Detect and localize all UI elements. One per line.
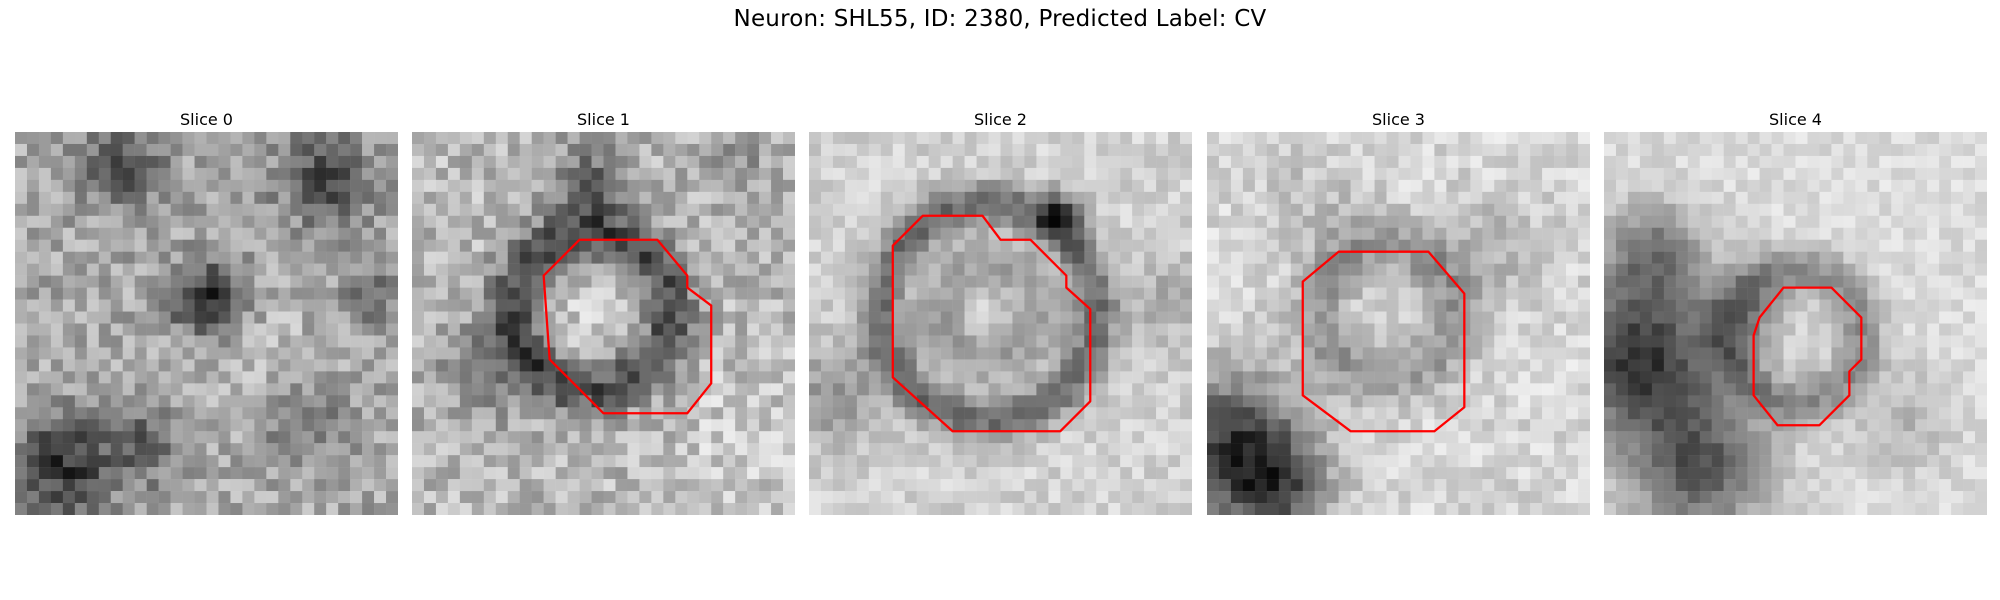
slice-title-0: Slice 0 xyxy=(180,110,233,129)
roi-outline-1 xyxy=(542,238,713,415)
slice-image-1 xyxy=(412,132,795,515)
slice-title-2: Slice 2 xyxy=(974,110,1027,129)
roi-outline-2 xyxy=(891,214,1092,433)
slice-image-2 xyxy=(809,132,1192,515)
slice-panel-0: Slice 0 xyxy=(15,108,398,515)
slice-panel-3: Slice 3 xyxy=(1207,108,1590,515)
slice-title-1: Slice 1 xyxy=(577,110,630,129)
slice-panel-4: Slice 4 xyxy=(1604,108,1987,515)
slice-title-3: Slice 3 xyxy=(1372,110,1425,129)
slice-title-4: Slice 4 xyxy=(1769,110,1822,129)
figure-title: Neuron: SHL55, ID: 2380, Predicted Label… xyxy=(733,6,1267,32)
roi-outline-3 xyxy=(1301,250,1466,433)
slice-panel-2: Slice 2 xyxy=(809,108,1192,515)
roi-outline-4 xyxy=(1752,286,1863,427)
slice-image-3 xyxy=(1207,132,1590,515)
slice-image-0 xyxy=(15,132,398,515)
slice-panel-1: Slice 1 xyxy=(412,108,795,515)
slice-image-4 xyxy=(1604,132,1987,515)
